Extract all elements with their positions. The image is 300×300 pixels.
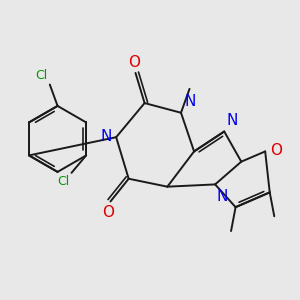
Text: N: N xyxy=(217,189,228,204)
Text: N: N xyxy=(100,129,112,144)
Text: Cl: Cl xyxy=(35,69,47,82)
Text: O: O xyxy=(102,206,114,220)
Text: O: O xyxy=(128,55,140,70)
Text: N: N xyxy=(226,112,238,128)
Text: O: O xyxy=(270,143,282,158)
Text: N: N xyxy=(184,94,196,109)
Text: Cl: Cl xyxy=(57,175,69,188)
